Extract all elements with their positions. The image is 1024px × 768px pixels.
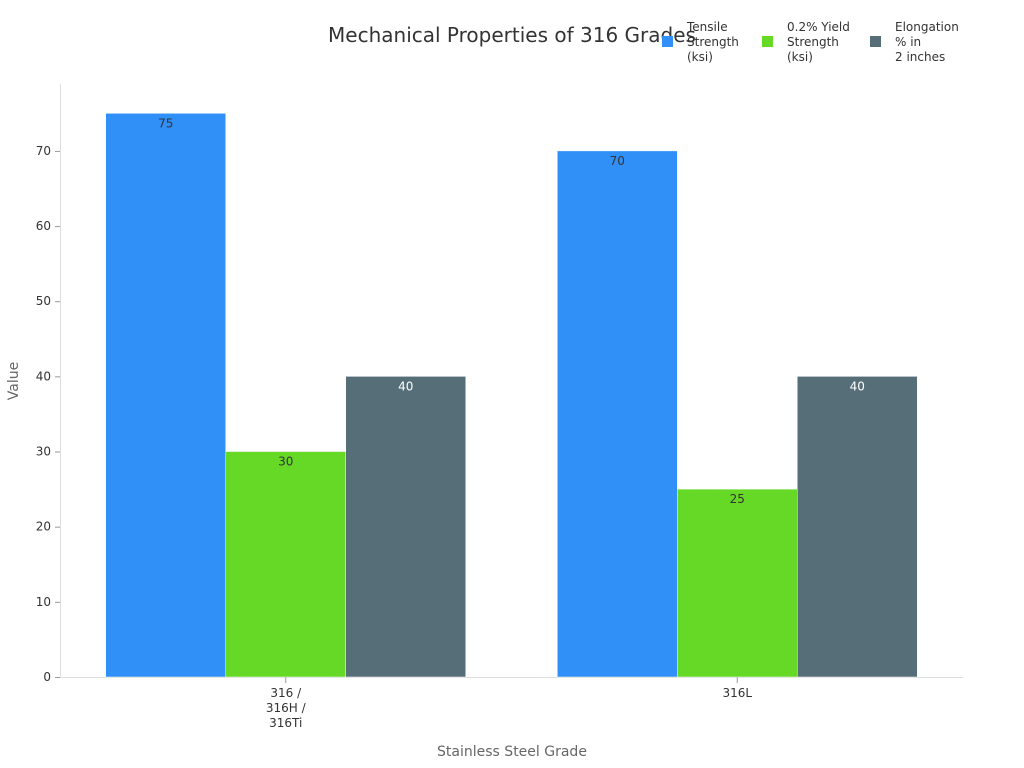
y-tick-label: 70 — [36, 144, 51, 158]
y-tick-label: 40 — [36, 369, 51, 383]
legend-label: Elongation% in 2 inches — [895, 20, 959, 64]
bar — [225, 451, 346, 678]
y-axis-label: Value — [6, 362, 22, 400]
y-tick-label: 60 — [36, 219, 51, 233]
bar — [105, 113, 226, 678]
data-label: 25 — [730, 492, 745, 506]
y-tick-label: 0 — [43, 670, 51, 684]
x-tick-label: 316 /316H /316Ti — [266, 686, 307, 730]
y-tick-label: 30 — [36, 445, 51, 459]
x-tick-label: 316L — [722, 686, 752, 700]
x-axis-label: Stainless Steel Grade — [437, 744, 587, 760]
bar — [557, 150, 678, 678]
data-label: 30 — [278, 455, 293, 469]
data-label: 40 — [850, 379, 865, 393]
legend-swatch — [762, 36, 773, 47]
bar — [797, 376, 918, 678]
legend-swatch — [662, 36, 673, 47]
legend-label: Tensile Strength (ksi) — [686, 20, 739, 64]
y-tick-label: 10 — [36, 595, 51, 609]
y-tick-label: 20 — [36, 520, 51, 534]
chart-title: Mechanical Properties of 316 Grades — [328, 23, 696, 47]
bar — [677, 488, 798, 678]
bar — [345, 376, 466, 678]
data-label: 70 — [610, 154, 625, 168]
y-tick-label: 50 — [36, 294, 51, 308]
data-label: 40 — [398, 379, 413, 393]
legend-label: 0.2% Yield Strength (ksi) — [787, 20, 850, 64]
legend-swatch — [870, 36, 881, 47]
data-label: 75 — [158, 116, 173, 130]
